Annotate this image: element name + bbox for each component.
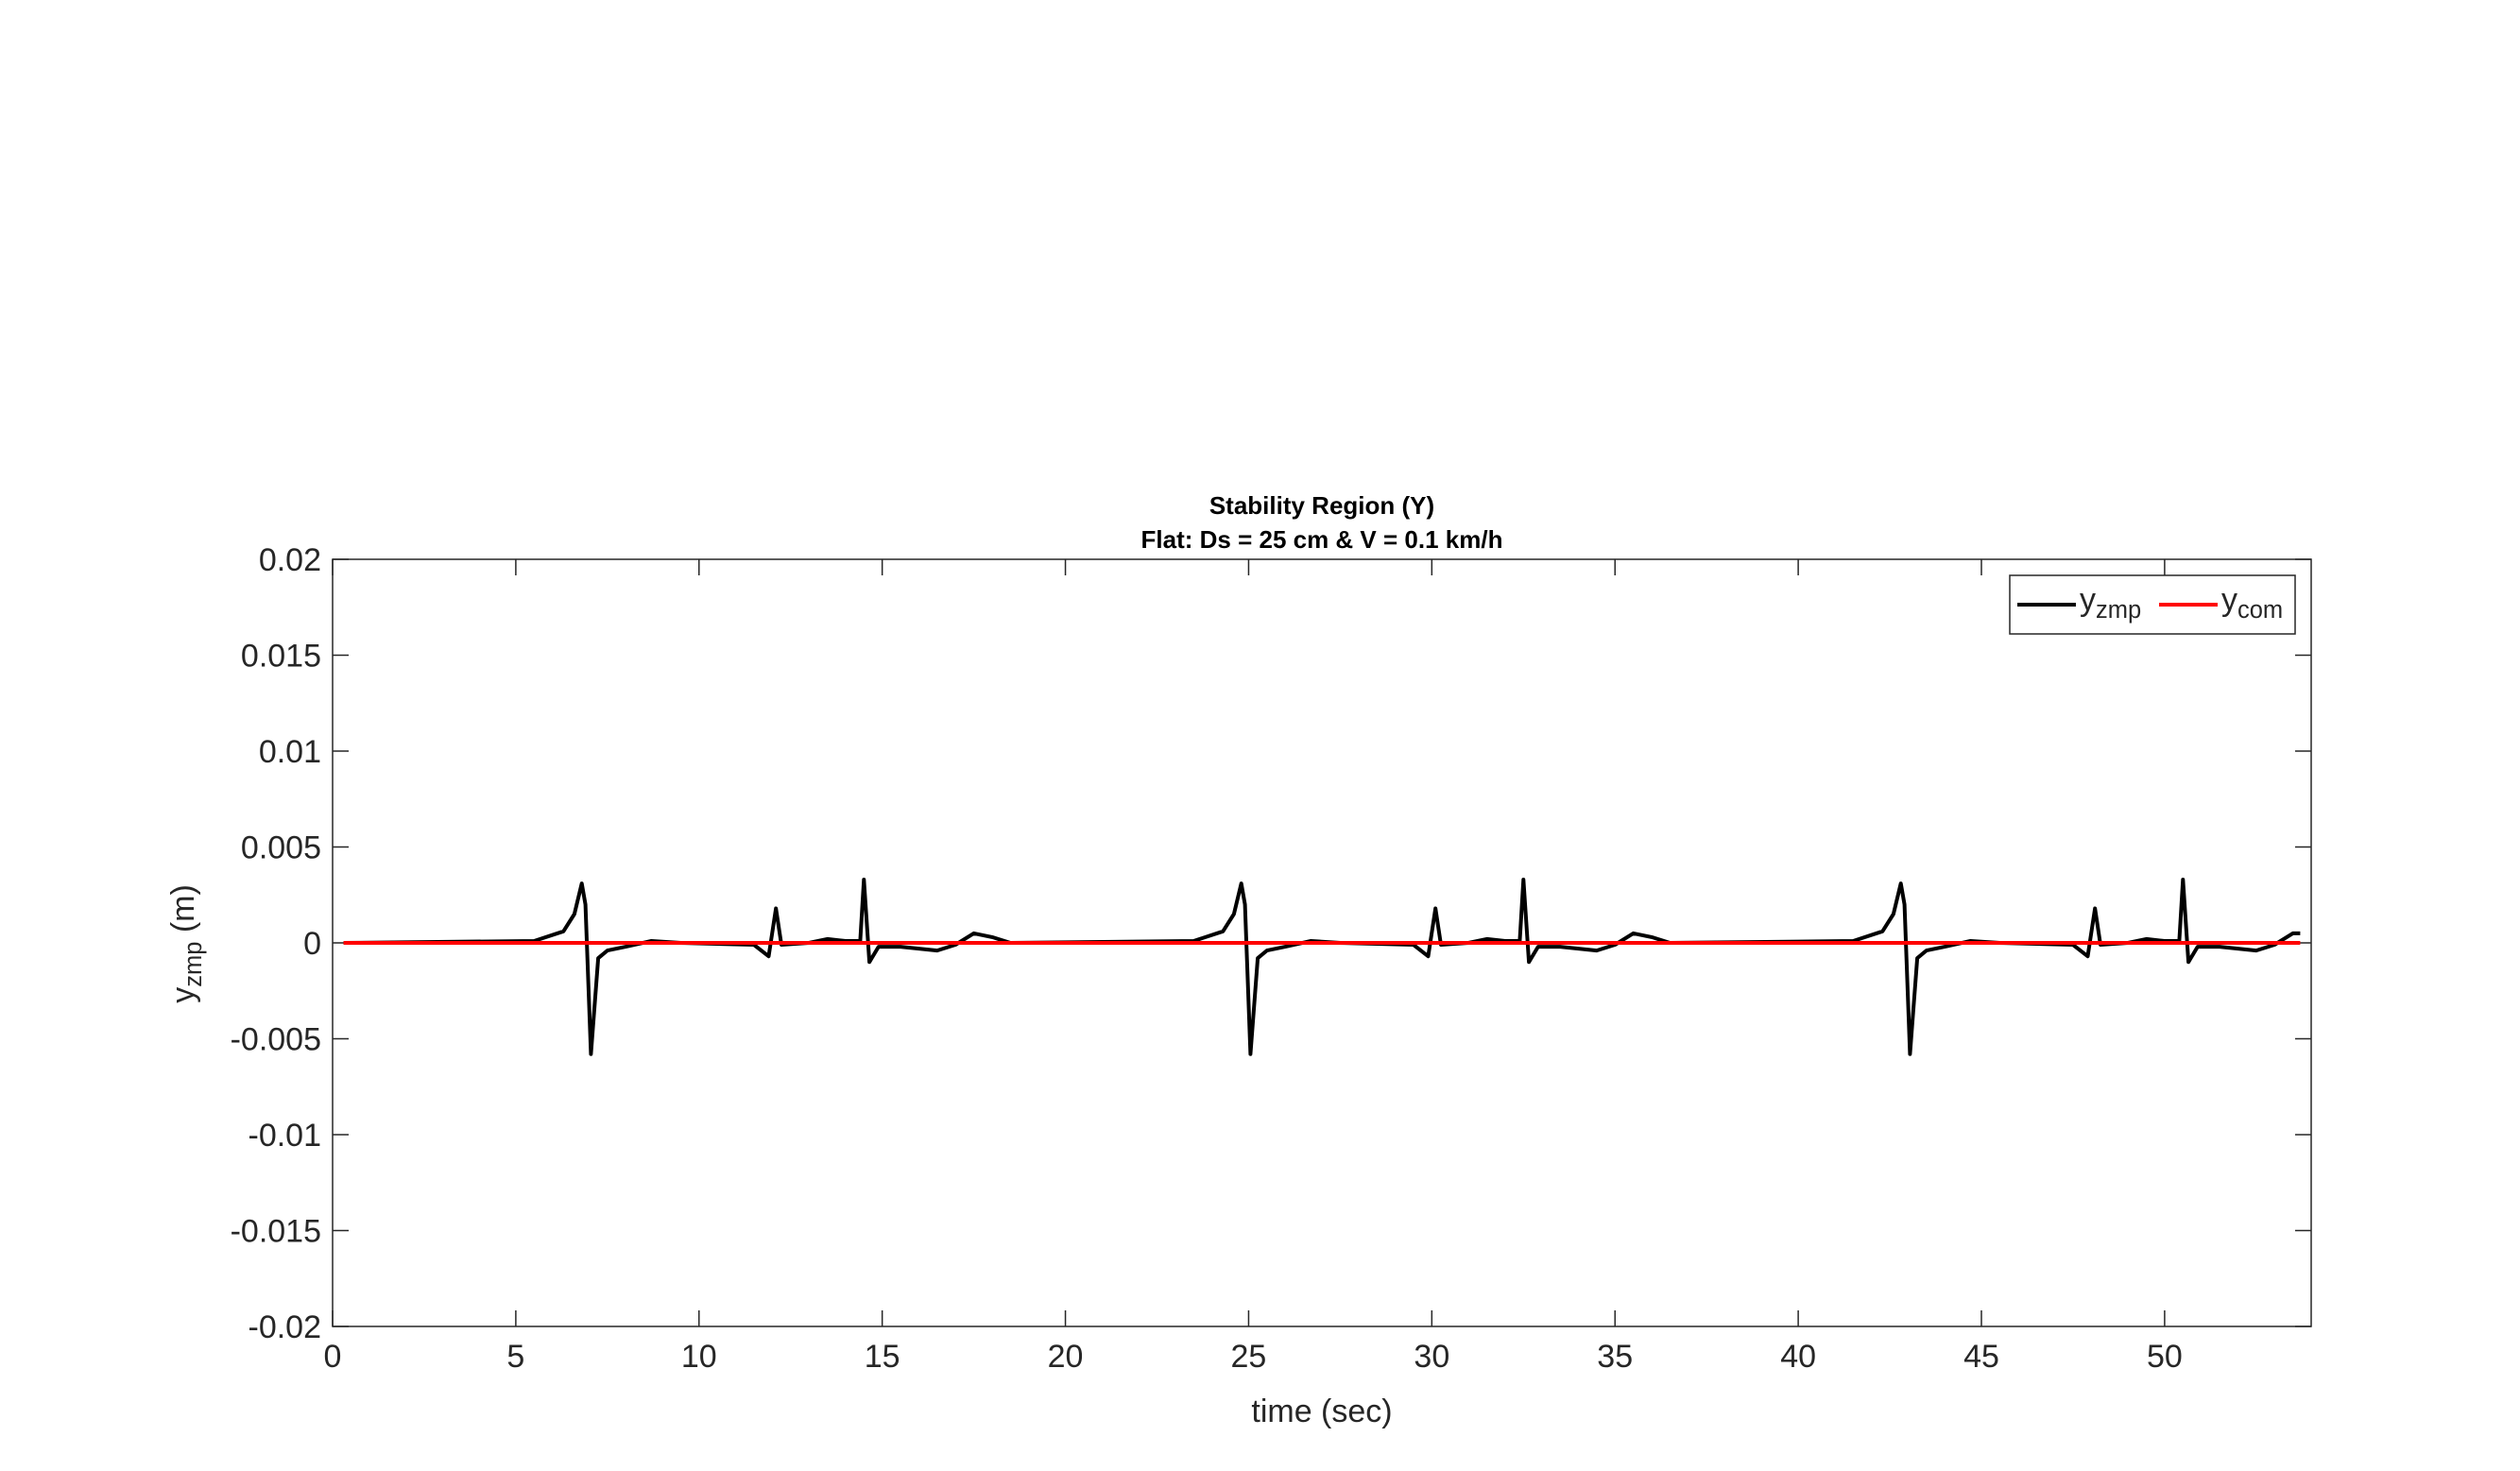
x-axis-label: time (sec) [1251,1394,1392,1429]
x-tick-label: 30 [1414,1339,1449,1375]
y-tick-label: -0.005 [231,1022,321,1058]
x-tick-label: 50 [2147,1339,2183,1375]
chart-title: Stability Region (Y) [1209,491,1434,520]
x-tick-label: 10 [681,1339,717,1375]
x-tick-label: 45 [1963,1339,1999,1375]
x-tick-label: 40 [1780,1339,1816,1375]
y-tick-label: -0.015 [231,1214,321,1250]
data-line [343,878,2301,1056]
x-tick-label: 15 [865,1339,900,1375]
x-tick-label: 25 [1231,1339,1267,1375]
x-tick-label: 20 [1048,1339,1084,1375]
chart-subtitle: Flat: Ds = 25 cm & V = 0.1 km/h [1141,525,1503,554]
y-tick-label: -0.01 [249,1118,322,1154]
y-tick-label: 0 [303,926,321,962]
y-tick-label: 0.015 [241,639,321,675]
y-tick-label: 0.005 [241,830,321,866]
x-tick-label: 35 [1597,1339,1633,1375]
x-tick-label: 0 [324,1339,342,1375]
y-tick-label: 0.02 [259,542,321,578]
y-tick-label: -0.02 [249,1309,322,1345]
y-tick-label: 0.01 [259,734,321,770]
x-tick-label: 5 [506,1339,524,1375]
